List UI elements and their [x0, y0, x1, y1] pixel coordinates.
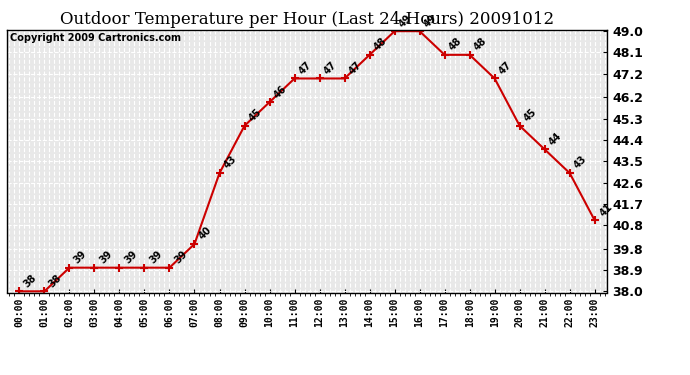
Text: 47: 47 — [297, 60, 314, 76]
Text: 48: 48 — [373, 36, 389, 52]
Text: 41: 41 — [598, 202, 614, 218]
Text: 47: 47 — [322, 60, 339, 76]
Text: 43: 43 — [573, 154, 589, 171]
Text: 39: 39 — [97, 249, 114, 266]
Text: 43: 43 — [222, 154, 239, 171]
Text: 49: 49 — [397, 12, 414, 29]
Text: 45: 45 — [247, 107, 264, 124]
Text: 45: 45 — [522, 107, 539, 124]
Text: 39: 39 — [147, 249, 164, 266]
Text: 48: 48 — [473, 36, 489, 52]
Text: 46: 46 — [273, 83, 289, 100]
Text: 39: 39 — [72, 249, 89, 266]
Text: 44: 44 — [547, 130, 564, 147]
Text: 49: 49 — [422, 12, 439, 29]
Text: Copyright 2009 Cartronics.com: Copyright 2009 Cartronics.com — [10, 33, 181, 43]
Title: Outdoor Temperature per Hour (Last 24 Hours) 20091012: Outdoor Temperature per Hour (Last 24 Ho… — [60, 12, 554, 28]
Text: 38: 38 — [47, 273, 64, 289]
Text: 48: 48 — [447, 36, 464, 52]
Text: 39: 39 — [172, 249, 189, 266]
Text: 39: 39 — [122, 249, 139, 266]
Text: 47: 47 — [497, 60, 514, 76]
Text: 40: 40 — [197, 225, 214, 242]
Text: 47: 47 — [347, 60, 364, 76]
Text: 38: 38 — [22, 273, 39, 289]
